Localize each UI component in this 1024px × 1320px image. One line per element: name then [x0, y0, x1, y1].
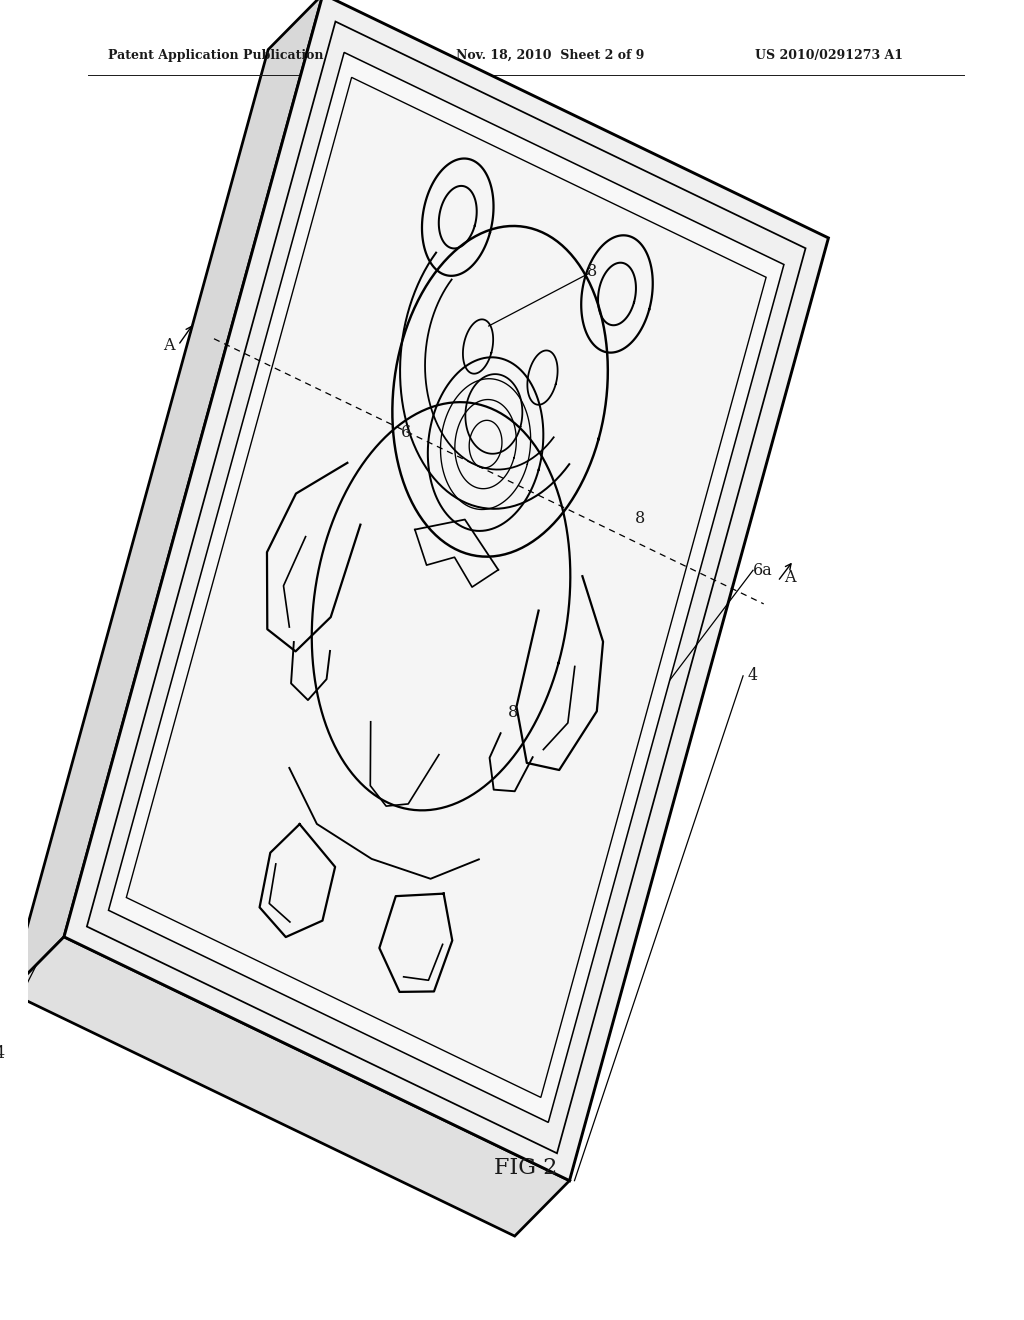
Polygon shape: [9, 0, 323, 993]
Text: A: A: [783, 569, 795, 586]
Text: A: A: [163, 337, 174, 354]
Text: 4: 4: [749, 668, 758, 684]
Text: 8: 8: [587, 264, 597, 280]
Text: Patent Application Publication: Patent Application Publication: [108, 49, 323, 62]
Polygon shape: [65, 0, 828, 1180]
Text: 8: 8: [635, 511, 645, 527]
Text: FIG 2: FIG 2: [495, 1158, 557, 1179]
Polygon shape: [9, 937, 569, 1236]
Text: Nov. 18, 2010  Sheet 2 of 9: Nov. 18, 2010 Sheet 2 of 9: [456, 49, 644, 62]
Polygon shape: [109, 53, 784, 1122]
Text: 6: 6: [401, 425, 412, 441]
Text: 6a: 6a: [753, 562, 773, 578]
Text: 8: 8: [508, 705, 518, 721]
Text: 4: 4: [0, 1045, 4, 1063]
Polygon shape: [126, 78, 766, 1097]
Text: US 2010/0291273 A1: US 2010/0291273 A1: [755, 49, 903, 62]
